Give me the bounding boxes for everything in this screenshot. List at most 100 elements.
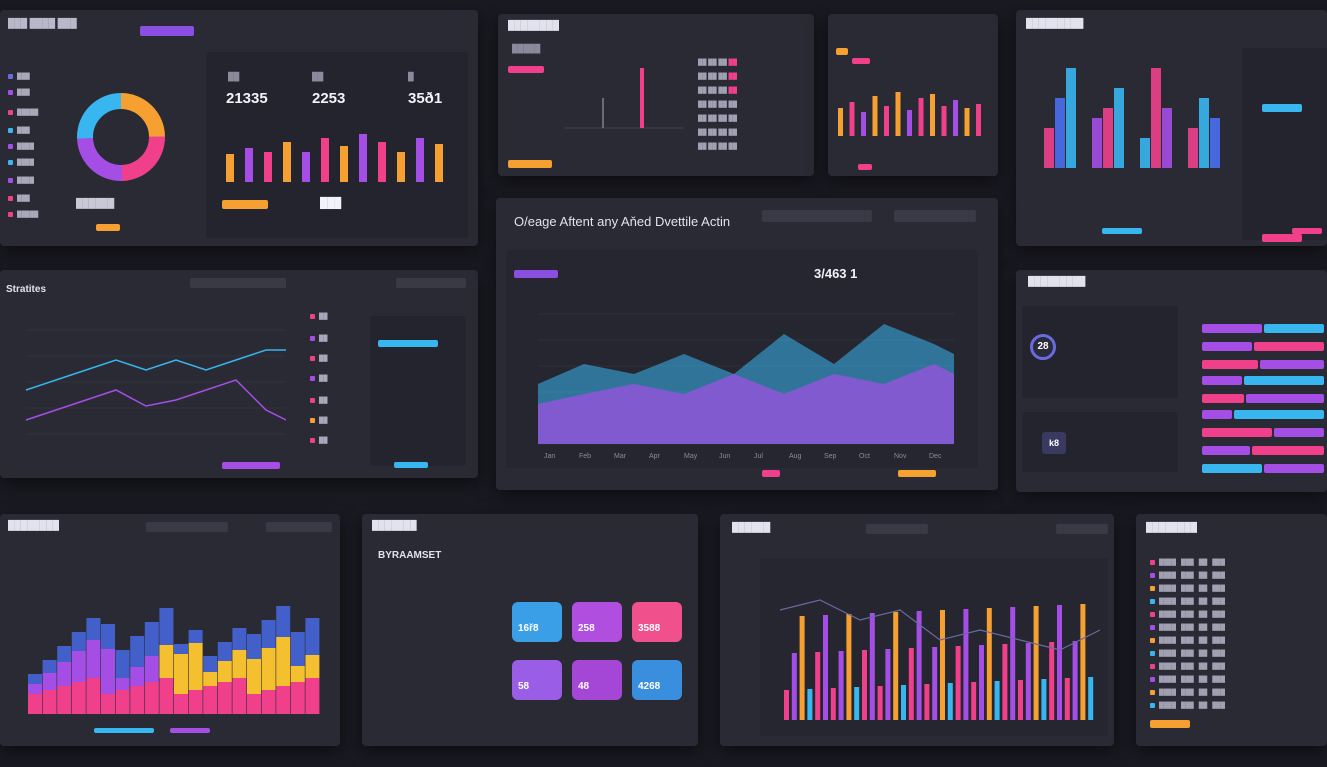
table-row[interactable]: ████ ███ ██ ███ xyxy=(1150,703,1225,709)
side-cards xyxy=(370,316,466,468)
search-input[interactable] xyxy=(762,210,872,222)
bar xyxy=(1055,98,1065,168)
metric-label: ██ xyxy=(228,72,240,81)
filter-input[interactable] xyxy=(396,278,466,288)
stat-card[interactable]: 4268 xyxy=(632,660,682,700)
top-bars-panel xyxy=(828,14,998,176)
stat-card[interactable]: 3588 xyxy=(632,602,682,642)
sidebar-item[interactable]: ███ xyxy=(8,128,30,134)
bar xyxy=(971,682,977,720)
search-input[interactable] xyxy=(866,524,928,534)
table-row[interactable]: ████ ███ ██ ███ xyxy=(1150,677,1225,683)
table-row[interactable]: ████ ███ ██ ███ xyxy=(1150,690,1225,696)
sidebar-item[interactable]: ███ xyxy=(8,196,30,202)
panel-title: ███ ████ ███ xyxy=(8,18,77,28)
donut-caption: ██████ xyxy=(76,198,115,208)
bar xyxy=(1057,605,1062,720)
bar xyxy=(302,152,310,182)
headline-metric: 3/463 1 xyxy=(814,266,858,281)
sidebar-item[interactable]: ███ xyxy=(8,90,30,96)
stat-card[interactable]: 58 xyxy=(512,660,562,700)
sidebar-item[interactable]: █████ xyxy=(8,212,38,218)
block xyxy=(290,632,305,666)
table-row[interactable]: ████ ███ ██ ███ xyxy=(1150,586,1225,592)
filter-input[interactable] xyxy=(266,522,332,532)
search-input[interactable] xyxy=(146,522,228,532)
filter-dropdown[interactable] xyxy=(894,210,976,222)
table-row[interactable]: ████ ███ ██ ███ xyxy=(1150,638,1225,644)
block xyxy=(71,682,86,714)
table-row[interactable]: ████ ███ ██ ███ xyxy=(1150,612,1225,618)
block xyxy=(203,656,218,672)
sidebar-item[interactable]: ████ xyxy=(8,160,34,166)
sidebar-item[interactable]: ████ xyxy=(8,178,34,184)
data-table: ██ ██ ██ ██ ██ ██ ██ ██ ██ ██ ██ ██ ██ █… xyxy=(698,60,738,150)
table-row[interactable]: ████ ███ ██ ███ xyxy=(1150,560,1225,566)
line-chart xyxy=(25,329,286,435)
bar xyxy=(283,142,291,182)
search-input[interactable] xyxy=(8,40,98,50)
table-row[interactable]: ████ ███ ██ ███ xyxy=(1150,625,1225,631)
bar xyxy=(397,152,405,182)
panel-title: ██████ xyxy=(732,522,771,532)
bottom-cards-panel: ███████ BYRAAMSET 16ř8 258 3588 58 48 4268 xyxy=(362,514,698,746)
bar xyxy=(838,108,843,136)
sidebar-item[interactable]: █████ xyxy=(8,110,38,116)
bar xyxy=(416,138,424,182)
bar xyxy=(1049,642,1055,720)
bar xyxy=(941,106,947,136)
block xyxy=(101,649,115,694)
x-tick-label: Dec xyxy=(929,453,942,460)
stat-card[interactable]: 16ř8 xyxy=(512,602,562,642)
block xyxy=(144,656,159,682)
header-button[interactable] xyxy=(140,26,194,36)
bar xyxy=(877,686,883,720)
purple-tag xyxy=(514,270,558,278)
orange-tag xyxy=(836,48,848,55)
stat-card[interactable]: 48 xyxy=(572,660,622,700)
sidebar-item[interactable]: ████ xyxy=(8,144,34,150)
bar xyxy=(1018,680,1023,720)
bar xyxy=(264,152,272,182)
block xyxy=(159,678,174,714)
sidebar-item[interactable]: ███ xyxy=(8,74,30,80)
stacked-area-chart xyxy=(28,606,320,714)
panel-title: O/eage Aftent any Aňed Dvettile Actin xyxy=(514,214,731,229)
stat-card[interactable]: 258 xyxy=(572,602,622,642)
block xyxy=(276,637,291,686)
block xyxy=(130,667,145,686)
table-row[interactable]: ████ ███ ██ ███ xyxy=(1150,573,1225,579)
filter-input[interactable] xyxy=(1056,524,1108,534)
table-row[interactable]: ████ ███ ██ ███ xyxy=(1150,664,1225,670)
table-row[interactable]: ████ ███ ██ ███ xyxy=(1150,651,1225,657)
bar xyxy=(994,681,1000,720)
bar xyxy=(1140,138,1150,168)
bar xyxy=(901,685,906,720)
block xyxy=(305,655,320,678)
panel-title: ███████ xyxy=(372,520,417,530)
block xyxy=(188,643,203,690)
panel-title: █████████ xyxy=(1026,18,1084,28)
block xyxy=(57,662,72,686)
block xyxy=(28,684,42,694)
search-input[interactable] xyxy=(190,278,286,288)
block xyxy=(174,654,188,694)
top-right-panel: █████████ xyxy=(1016,10,1327,246)
bar xyxy=(976,104,981,136)
block xyxy=(115,678,130,690)
table-row[interactable]: ████ ███ ██ ███ xyxy=(1150,599,1225,605)
metric-value: 21335 xyxy=(226,90,268,107)
bar xyxy=(1188,128,1198,168)
bar xyxy=(1092,118,1102,168)
block xyxy=(101,624,115,649)
stat-card-value: 16ř8 xyxy=(518,623,539,634)
bar xyxy=(226,154,234,182)
legend-tag xyxy=(1292,228,1322,234)
block xyxy=(174,694,188,714)
block xyxy=(57,646,72,662)
area-series xyxy=(538,364,954,444)
block xyxy=(188,630,203,643)
pink-tag xyxy=(852,58,870,64)
bar xyxy=(907,110,912,136)
bar xyxy=(807,689,813,720)
